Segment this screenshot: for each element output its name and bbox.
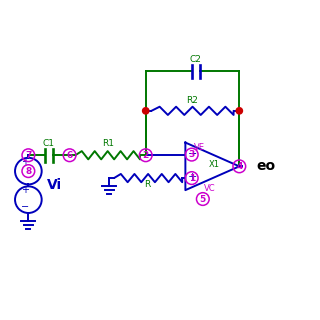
Text: 1: 1 <box>188 173 195 183</box>
Text: eo: eo <box>257 159 276 173</box>
Text: R: R <box>144 180 150 189</box>
Text: VE: VE <box>194 143 205 152</box>
Text: 7: 7 <box>25 151 32 160</box>
Text: VC: VC <box>204 184 216 193</box>
Text: +: + <box>21 156 29 167</box>
Text: 5: 5 <box>200 195 206 204</box>
Text: +: + <box>21 185 29 195</box>
Text: 6: 6 <box>67 151 73 160</box>
Text: −: − <box>21 202 29 212</box>
Text: C1: C1 <box>43 139 55 148</box>
Text: 4: 4 <box>236 162 243 171</box>
Text: +: + <box>188 172 197 182</box>
Text: 8: 8 <box>25 167 31 176</box>
Text: R2: R2 <box>187 96 198 105</box>
Text: Vi: Vi <box>47 178 62 192</box>
Text: 3: 3 <box>188 150 195 159</box>
Text: 2: 2 <box>143 151 149 160</box>
Text: X1: X1 <box>209 160 220 169</box>
Text: −: − <box>188 149 197 159</box>
Circle shape <box>236 108 243 114</box>
Text: R1: R1 <box>102 139 114 148</box>
Text: C2: C2 <box>190 55 202 64</box>
Circle shape <box>142 108 149 114</box>
